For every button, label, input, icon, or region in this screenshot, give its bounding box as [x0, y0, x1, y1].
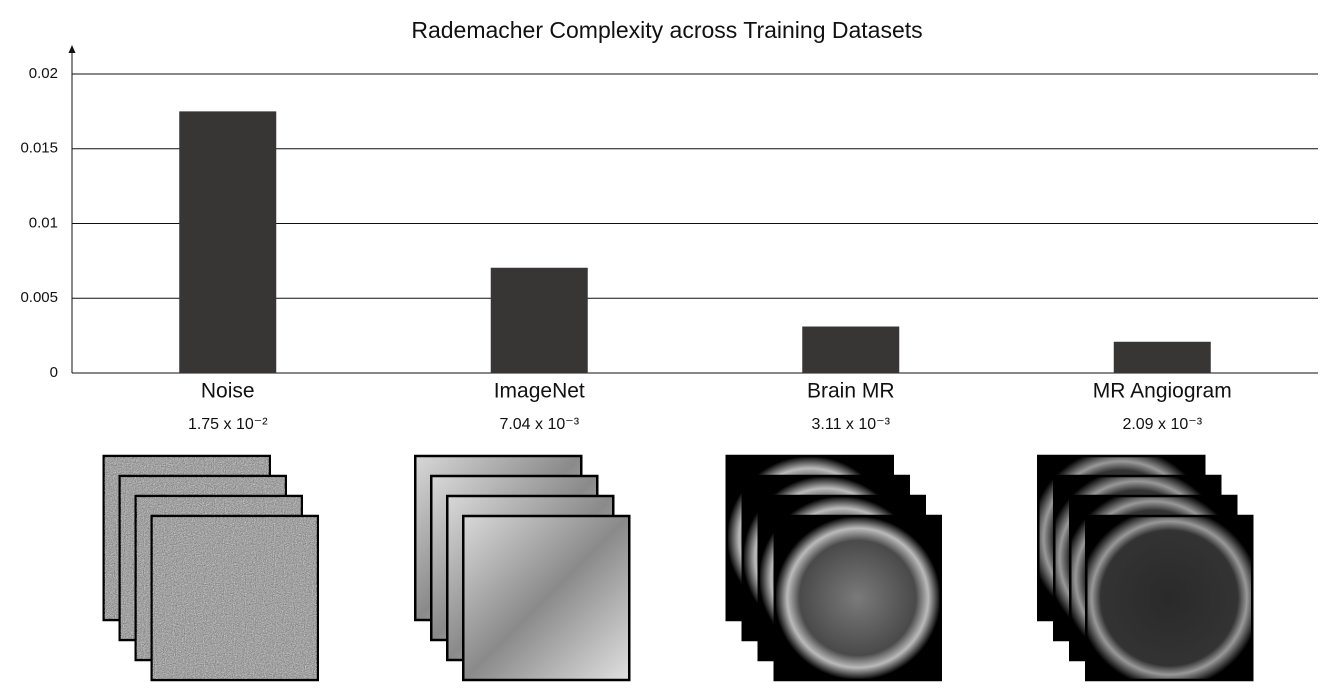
value-label: 2.09 x 10⁻³: [1122, 416, 1202, 433]
chart-title: Rademacher Complexity across Training Da…: [411, 17, 922, 43]
x-tick-label: ImageNet: [494, 380, 585, 403]
thumbnail: [462, 514, 631, 682]
x-tick-label: Noise: [201, 380, 255, 403]
bar: [802, 326, 900, 373]
thumbnail: [773, 514, 942, 682]
thumbnails: [102, 454, 1254, 682]
value-label: 1.75 x 10⁻²: [188, 416, 268, 433]
bar: [179, 111, 277, 373]
bar: [1113, 341, 1211, 373]
bar: [490, 267, 588, 373]
y-tick-label: 0.02: [29, 65, 58, 82]
value-label: 7.04 x 10⁻³: [499, 416, 579, 433]
x-tick-label: Brain MR: [807, 380, 895, 403]
thumbnail: [1085, 514, 1254, 682]
y-axis-arrow: [68, 45, 76, 53]
y-tick-label: 0: [50, 364, 58, 381]
thumbnail-noise: [152, 517, 317, 679]
value-label: 3.11 x 10⁻³: [812, 416, 891, 433]
y-tick-label: 0.01: [29, 214, 58, 231]
y-tick-label: 0.005: [20, 289, 58, 306]
x-tick-label: MR Angiogram: [1093, 380, 1232, 403]
y-tick-label: 0.015: [20, 140, 58, 157]
